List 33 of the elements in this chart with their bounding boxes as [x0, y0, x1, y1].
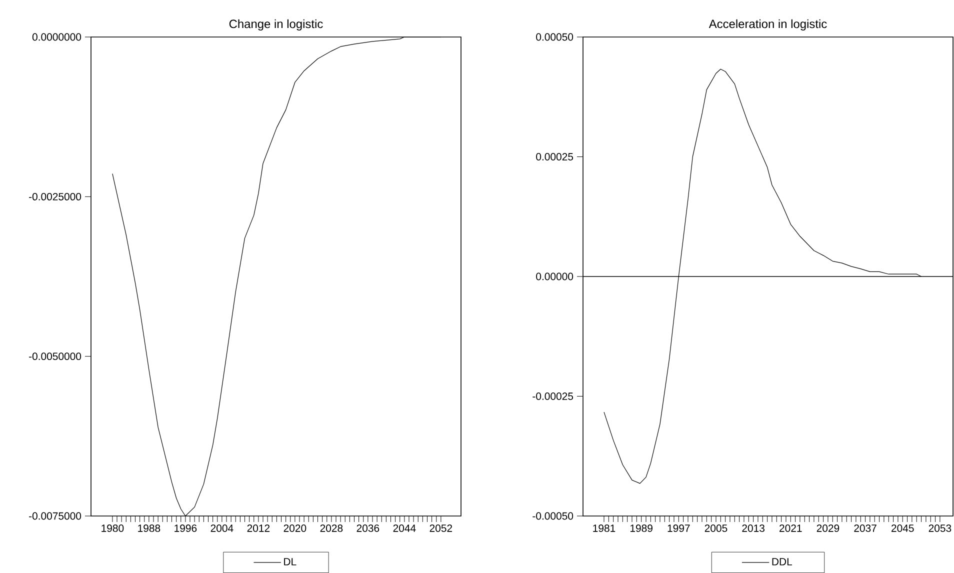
- chart-title: Acceleration in logistic: [708, 19, 827, 31]
- x-tick-label: 2004: [210, 524, 234, 532]
- x-tick-label: 2036: [356, 524, 380, 532]
- x-tick-label: 2044: [393, 524, 416, 532]
- y-tick-label: -0.00050: [532, 512, 574, 520]
- legend-label: DDL: [772, 558, 792, 566]
- y-tick-label: -0.00025: [532, 392, 574, 400]
- x-tick-label: 1980: [102, 524, 124, 532]
- x-tick-label: 2013: [742, 524, 764, 532]
- x-tick-label: 1988: [138, 524, 160, 532]
- x-tick-label: 1989: [630, 524, 652, 532]
- x-tick-label: 2052: [430, 524, 452, 532]
- x-tick-label: 2053: [928, 524, 952, 532]
- x-tick-label: 1981: [593, 524, 616, 532]
- x-tick-label: 2045: [892, 524, 914, 532]
- y-tick-label: -0.0050000: [29, 352, 82, 360]
- x-tick-label: 2021: [780, 524, 802, 532]
- x-tick-label: 1997: [668, 524, 690, 532]
- y-tick-label: 0.00025: [536, 153, 574, 160]
- y-tick-label: 0.0000000: [32, 33, 82, 41]
- x-tick-label: 2020: [284, 524, 306, 532]
- x-tick-label: 2005: [704, 524, 728, 532]
- legend-label: DL: [284, 558, 296, 566]
- x-tick-label: 1996: [174, 524, 197, 532]
- x-tick-label: 2028: [320, 524, 343, 532]
- x-tick-label: 2037: [854, 524, 876, 532]
- x-tick-label: 2012: [247, 524, 270, 532]
- chart-title: Change in logistic: [229, 19, 323, 31]
- x-tick-label: 2029: [816, 524, 840, 532]
- y-tick-label: 0.00000: [536, 272, 574, 280]
- y-tick-label: -0.0025000: [29, 192, 82, 200]
- y-tick-label: 0.00050: [536, 33, 574, 41]
- y-tick-label: -0.0075000: [29, 512, 82, 520]
